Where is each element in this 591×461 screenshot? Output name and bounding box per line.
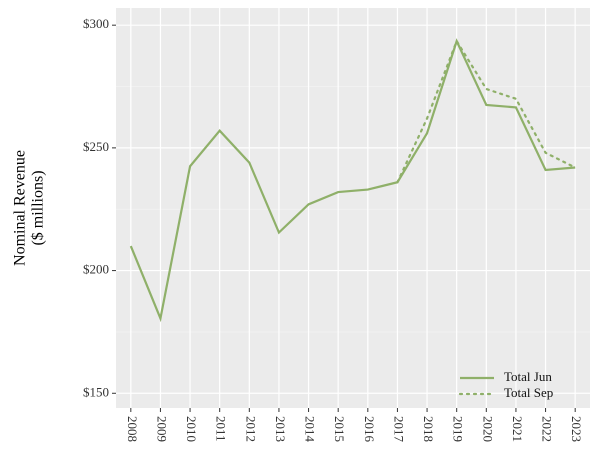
legend-label: Total Jun: [504, 369, 552, 384]
x-tick-label: 2010: [184, 416, 199, 442]
x-tick-label: 2021: [510, 416, 525, 442]
x-tick-label: 2020: [480, 416, 495, 442]
x-tick-label: 2009: [154, 416, 169, 442]
y-axis-title: ($ millions): [30, 170, 47, 245]
x-tick-label: 2022: [540, 416, 555, 442]
y-axis-title: Nominal Revenue: [12, 150, 29, 266]
series-line: [396, 38, 577, 184]
y-tick-label: $200: [83, 262, 109, 277]
x-tick-label: 2017: [391, 416, 406, 443]
plot-panel: [116, 8, 590, 408]
legend-label: Total Sep: [504, 385, 553, 400]
y-tick-label: $300: [83, 16, 109, 31]
y-tick-label: $150: [83, 384, 109, 399]
x-tick-label: 2011: [214, 416, 229, 442]
x-tick-label: 2019: [451, 416, 466, 442]
x-tick-label: 2008: [125, 416, 140, 442]
x-tick-label: 2013: [273, 416, 288, 442]
x-tick-label: 2014: [303, 416, 318, 443]
x-tick-label: 2023: [569, 416, 584, 442]
series-line: [129, 38, 576, 323]
x-tick-label: 2018: [421, 416, 436, 442]
y-tick-label: $250: [83, 139, 109, 154]
x-tick-label: 2015: [332, 416, 347, 442]
x-tick-label: 2012: [243, 416, 258, 442]
x-tick-label: 2016: [362, 416, 377, 443]
